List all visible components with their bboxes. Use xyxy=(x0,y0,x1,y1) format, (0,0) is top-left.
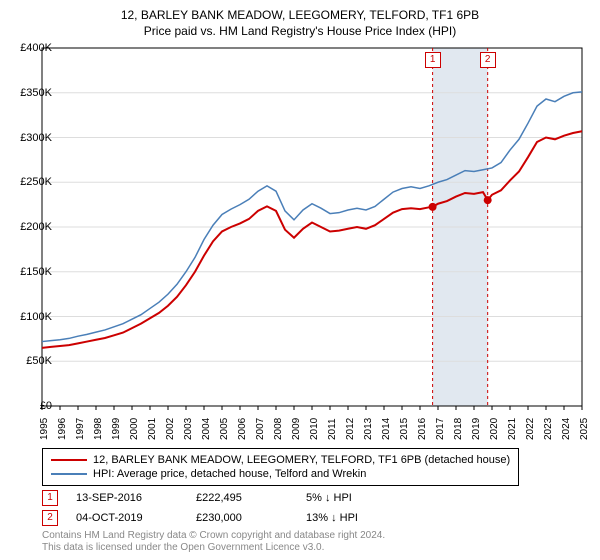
x-tick-label: 2004 xyxy=(201,418,212,440)
chart-container: 12, BARLEY BANK MEADOW, LEEGOMERY, TELFO… xyxy=(0,0,600,560)
legend-swatch-property xyxy=(51,459,87,461)
x-tick-label: 2013 xyxy=(363,418,374,440)
plot-area xyxy=(42,48,582,406)
x-tick-label: 2007 xyxy=(255,418,266,440)
x-tick-label: 1998 xyxy=(93,418,104,440)
legend-label-hpi: HPI: Average price, detached house, Telf… xyxy=(93,467,366,481)
legend-item-hpi: HPI: Average price, detached house, Telf… xyxy=(51,467,510,481)
x-tick-label: 2012 xyxy=(345,418,356,440)
y-tick-label: £50K xyxy=(26,355,52,367)
x-tick-label: 2021 xyxy=(507,418,518,440)
x-tick-label: 1995 xyxy=(39,418,50,440)
x-tick-label: 2024 xyxy=(561,418,572,440)
x-tick-label: 2011 xyxy=(327,418,338,440)
sale-row-1: 1 13-SEP-2016 £222,495 5% ↓ HPI xyxy=(42,490,582,506)
x-tick-label: 2015 xyxy=(399,418,410,440)
x-tick-label: 1999 xyxy=(111,418,122,440)
sale-marker-2: 2 xyxy=(42,510,58,526)
sale-date-2: 04-OCT-2019 xyxy=(76,512,196,524)
sale-delta-2: 13% ↓ HPI xyxy=(306,512,358,524)
chart-title-line1: 12, BARLEY BANK MEADOW, LEEGOMERY, TELFO… xyxy=(0,0,600,22)
x-tick-label: 2000 xyxy=(129,418,140,440)
legend-swatch-hpi xyxy=(51,473,87,475)
y-tick-label: £100K xyxy=(20,311,52,323)
y-tick-label: £0 xyxy=(40,400,52,412)
x-tick-label: 2022 xyxy=(525,418,536,440)
sale-marker-flag: 1 xyxy=(425,52,441,68)
x-tick-label: 1996 xyxy=(57,418,68,440)
x-tick-label: 1997 xyxy=(75,418,86,440)
y-tick-label: £400K xyxy=(20,42,52,54)
x-tick-label: 2018 xyxy=(453,418,464,440)
sale-marker-1: 1 xyxy=(42,490,58,506)
x-tick-label: 2023 xyxy=(543,418,554,440)
legend-item-property: 12, BARLEY BANK MEADOW, LEEGOMERY, TELFO… xyxy=(51,453,510,467)
footer-line2: This data is licensed under the Open Gov… xyxy=(42,542,385,554)
x-tick-label: 2002 xyxy=(165,418,176,440)
x-tick-label: 2017 xyxy=(435,418,446,440)
sale-delta-1: 5% ↓ HPI xyxy=(306,492,352,504)
x-tick-label: 2008 xyxy=(273,418,284,440)
x-tick-label: 2025 xyxy=(579,418,590,440)
sale-price-2: £230,000 xyxy=(196,512,306,524)
sale-date-1: 13-SEP-2016 xyxy=(76,492,196,504)
y-tick-label: £300K xyxy=(20,132,52,144)
legend: 12, BARLEY BANK MEADOW, LEEGOMERY, TELFO… xyxy=(42,448,519,486)
x-tick-label: 2009 xyxy=(291,418,302,440)
x-tick-label: 2010 xyxy=(309,418,320,440)
footer-line1: Contains HM Land Registry data © Crown c… xyxy=(42,530,385,542)
chart-title-line2: Price paid vs. HM Land Registry's House … xyxy=(0,22,600,38)
sale-marker-flag: 2 xyxy=(480,52,496,68)
y-tick-label: £150K xyxy=(20,266,52,278)
y-tick-label: £350K xyxy=(20,87,52,99)
y-tick-label: £250K xyxy=(20,176,52,188)
legend-label-property: 12, BARLEY BANK MEADOW, LEEGOMERY, TELFO… xyxy=(93,453,510,467)
y-tick-label: £200K xyxy=(20,221,52,233)
x-tick-label: 2020 xyxy=(489,418,500,440)
x-tick-label: 2014 xyxy=(381,418,392,440)
x-tick-label: 2001 xyxy=(147,418,158,440)
x-tick-label: 2003 xyxy=(183,418,194,440)
sale-row-2: 2 04-OCT-2019 £230,000 13% ↓ HPI xyxy=(42,510,582,526)
footer: Contains HM Land Registry data © Crown c… xyxy=(42,530,385,554)
x-tick-label: 2006 xyxy=(237,418,248,440)
x-tick-label: 2019 xyxy=(471,418,482,440)
sale-price-1: £222,495 xyxy=(196,492,306,504)
x-tick-label: 2016 xyxy=(417,418,428,440)
x-tick-label: 2005 xyxy=(219,418,230,440)
